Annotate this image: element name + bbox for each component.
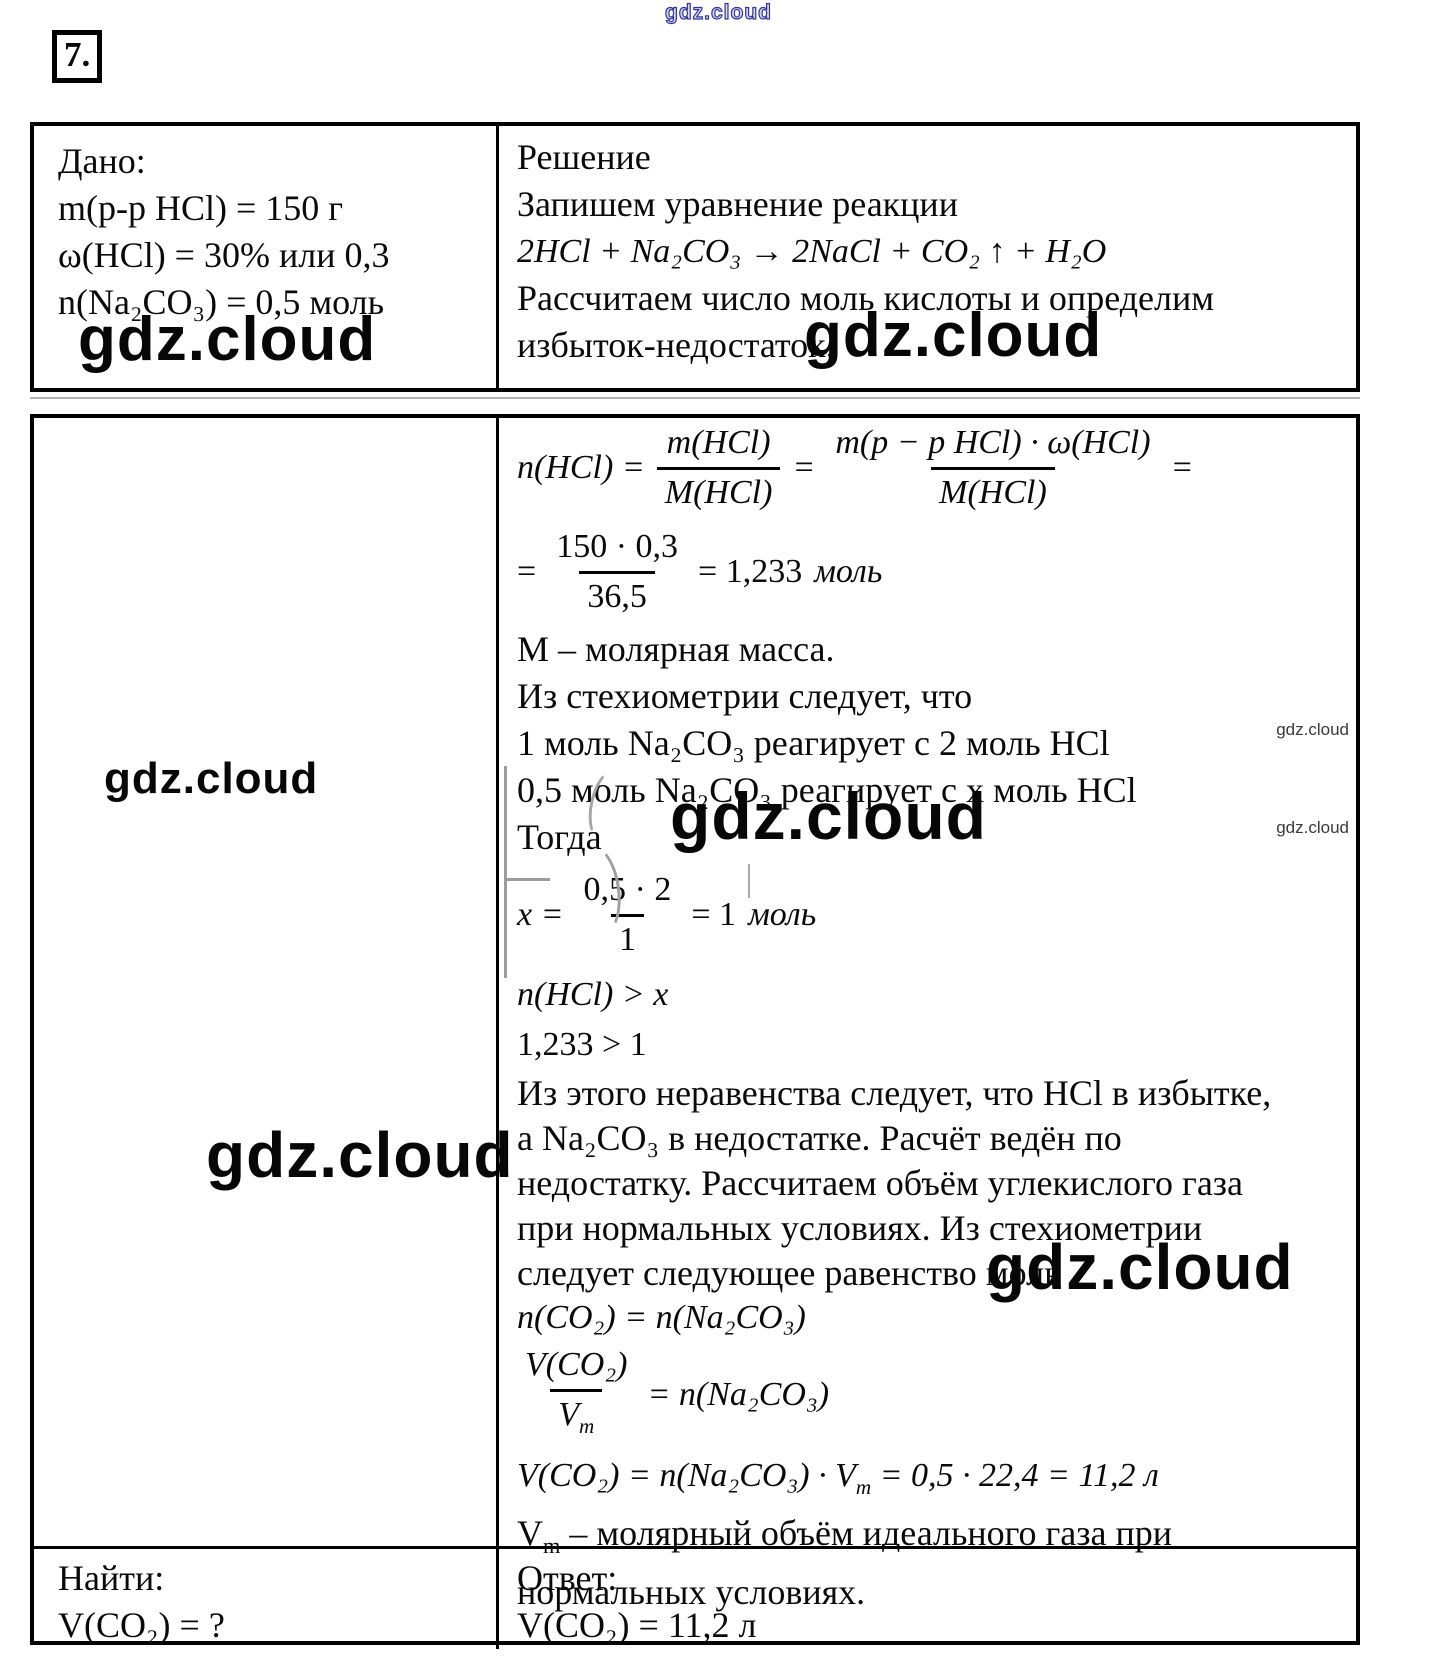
conclusion-text: а Na₂CO₃ в недостатке. Расчёт ведён по [517,1118,1122,1158]
mole-ratio-line: 1 моль Na₂CO₃ реагирует с 2 моль HCl [517,723,1110,763]
solution-intro: Запишем уравнение реакции [517,184,958,224]
answer-value: V(CO₂) = 11,2 л [517,1605,757,1645]
subscript-m: m [543,1532,561,1558]
inequality-values: 1,233 > 1 [517,1026,647,1063]
numerator: V(CO₂) [525,1346,628,1383]
mole-ratio-line: 0,5 моль Na₂CO₃ реагирует с x моль HCl [517,770,1137,810]
formula-volume-fraction: V(CO₂) Vm = n(Na₂CO₃) [517,1346,1356,1445]
given-line: ω(HCl) = 30% или 0,3 [58,235,390,275]
conclusion-text: при нормальных условиях. Из стехиометрии [517,1208,1203,1248]
fraction: 150 · 0,3 36,5 [548,528,686,616]
formula-token: n(HCl) = [517,449,645,486]
numerator: m(HCl) [666,424,771,461]
solution-text: избыток-недостаток. [517,325,835,365]
scan-artifact-line [504,878,550,881]
unit-label: моль [814,553,883,590]
denominator: 36,5 [579,571,655,616]
denominator: Vm [550,1389,603,1445]
work-right-cell: n(HCl) = m(HCl) M(HCl) = m(p − p HCl) · … [496,418,1356,1616]
denominator: M(HCl) [656,467,781,512]
fraction: m(HCl) M(HCl) [656,424,781,512]
formula-token: = [1170,449,1194,486]
numerator: m(p − p HCl) · ω(HCl) [835,424,1151,461]
given-line: n(Na₂CO₃) = 0,5 моль [58,282,385,322]
solution-text: Рассчитаем число моль кислоты и определи… [517,278,1215,318]
formula-token: = [517,553,537,590]
subscript-m: m [579,1413,595,1438]
watermark-left-big: gdz.cloud [206,1119,514,1191]
watermark-solution-cell: gdz.cloud [804,301,1103,370]
vm-definition-cont: нормальных условиях. [517,1571,866,1612]
formula-token: = 1 [691,896,737,933]
watermark-left-small: gdz.cloud [104,754,319,803]
find-cell: Найти: V(CO₂) = ? [34,1549,496,1649]
formula-volume-calc: V(CO₂) = n(Na₂CO₃) · Vm = 0,5 · 22,4 = 1… [517,1456,1159,1499]
given-title: Дано: [58,141,146,181]
numerator: 150 · 0,3 [556,528,679,565]
problem-number-box: 7. [52,30,103,83]
watermark-given-cell: gdz.cloud [78,305,377,374]
unit-label: л [1143,1456,1159,1494]
stoichiometry-note: Из стехиометрии следует, что [517,676,973,716]
answer-label: Ответ: [517,1558,618,1598]
scan-shadow-line [30,397,1360,399]
fraction: m(p − p HCl) · ω(HCl) M(HCl) [827,424,1158,512]
then-label: Тогда [517,817,602,857]
find-label: Найти: [58,1558,165,1598]
formula-mole-equality: n(CO₂) = n(Na₂CO₃) [517,1299,806,1336]
watermark-side-small: gdz.cloud [1276,818,1349,837]
denominator: 1 [610,914,644,959]
subscript-m: m [855,1474,872,1499]
formula-token: = [792,449,816,486]
formula-n-hcl: n(HCl) = m(HCl) M(HCl) = m(p − p HCl) · … [517,424,1356,512]
answer-cell: Ответ: V(CO₂) = 11,2 л [496,1549,1356,1649]
molar-mass-note: М – молярная масса. [517,629,835,669]
scan-artifact-line [748,864,750,898]
inequality-n-hcl: n(HCl) > x [517,976,669,1013]
formula-x-value: x = 0,5 · 2 1 = 1 моль [517,871,1356,959]
unit-label: моль [748,896,817,933]
vm-definition: Vm – молярный объём идеального газа при [517,1512,1172,1558]
given-line: m(p-p HCl) = 150 г [58,188,344,228]
table-given-solution: Дано: m(p-p HCl) = 150 г ω(HCl) = 30% ил… [30,122,1360,392]
solution-title: Решение [517,137,651,177]
watermark-right-big: gdz.cloud [986,1231,1294,1303]
reaction-equation: 2HCl + Na₂CO₃ → 2NaCl + CO₂ ↑ + H₂O [517,233,1107,270]
scan-artifact-line [504,766,507,978]
formula-token: x = [517,896,564,933]
watermark-side-small: gdz.cloud [1276,720,1349,739]
conclusion-text: следует следующее равенство моль [517,1253,1061,1293]
formula-n-hcl-value: = 150 · 0,3 36,5 = 1,233 моль [517,528,1356,616]
problem-number: 7. [64,35,91,74]
denominator: M(HCl) [931,467,1055,512]
find-value: V(CO₂) = ? [58,1605,225,1645]
formula-token: = n(Na₂CO₃) [647,1376,830,1414]
find-answer-row: Найти: V(CO₂) = ? Ответ: V(CO₂) = 11,2 л [34,1546,1356,1649]
work-row: n(HCl) = m(HCl) M(HCl) = m(p − p HCl) · … [34,418,1356,1616]
given-cell: Дано: m(p-p HCl) = 150 г ω(HCl) = 30% ил… [34,126,496,388]
formula-token: = 1,233 [698,553,803,590]
work-left-cell [34,418,496,1616]
conclusion-text: недостатку. Рассчитаем объём углекислого… [517,1163,1243,1203]
solution-cell: Решение Запишем уравнение реакции 2HCl +… [496,126,1356,388]
fraction: V(CO₂) Vm [517,1346,635,1445]
conclusion-text: Из этого неравенства следует, что HCl в … [517,1073,1272,1113]
numerator: 0,5 · 2 [583,871,672,908]
watermark-top: gdz.cloud [664,0,772,24]
fraction: 0,5 · 2 1 [576,871,680,959]
table-work-answer: n(HCl) = m(HCl) M(HCl) = m(p − p HCl) · … [30,414,1360,1649]
watermark-middle: gdz.cloud [670,779,987,853]
